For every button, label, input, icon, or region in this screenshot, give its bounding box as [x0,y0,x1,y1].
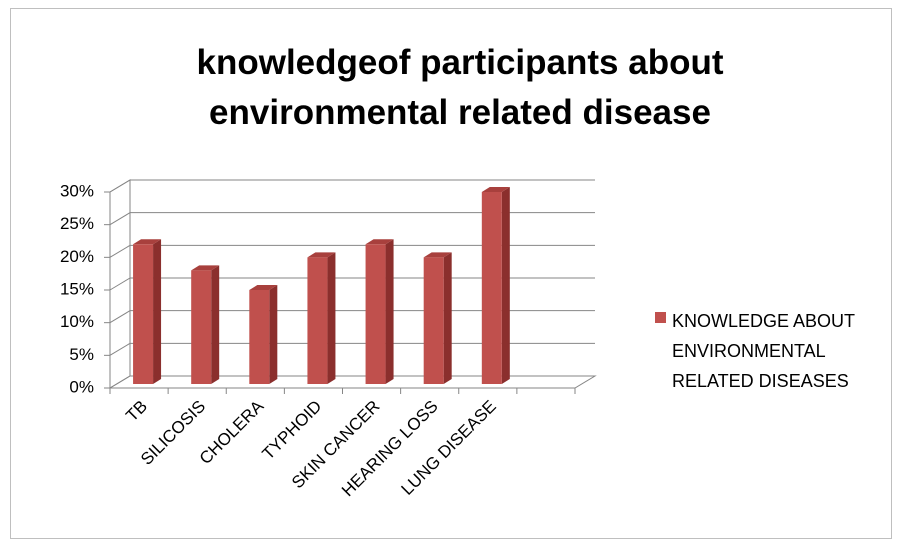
grid-line [109,342,595,356]
bar [481,187,510,384]
x-tick-label: TB [122,397,151,426]
bar-top [191,265,220,271]
bar-top [365,239,394,245]
bar-top [249,285,278,290]
grid-line [109,375,595,389]
x-tick-label: CHOLERA [196,396,268,468]
bar [423,252,452,384]
bar-side [211,265,220,384]
bar-side [443,252,452,384]
grid-line [109,179,595,193]
legend-label: KNOWLEDGE ABOUT ENVIRONMENTAL RELATED DI… [672,311,855,391]
bar-top [133,239,162,245]
y-tick-label: 0% [69,377,94,396]
bar [133,239,162,384]
bar [365,239,394,384]
grid-line [109,212,595,226]
bar [307,252,336,384]
bar [249,285,278,384]
bar-front [365,244,386,384]
bar-top [307,252,336,258]
y-tick-label: 15% [60,279,94,298]
bar-front [249,290,270,384]
grid-line [109,310,595,324]
bar-side [385,239,394,384]
bar [191,265,220,384]
grid-line [109,277,595,291]
floor [108,375,597,389]
bar-front [133,244,154,384]
chart-frame [10,8,892,539]
y-tick-label: 10% [60,312,94,331]
y-tick-label: 25% [60,214,94,233]
y-tick-label: 30% [60,181,94,200]
bar-front [307,257,328,384]
chart-title: knowledgeof participants about environme… [196,43,724,132]
bar-side [153,239,162,384]
bar-side [501,187,510,384]
y-tick-label: 20% [60,247,94,266]
bar-side [269,285,278,384]
bar-front [423,257,444,384]
grid-line [109,244,595,258]
bar-top [481,187,510,192]
bar-front [191,270,212,384]
bar-front [481,192,502,384]
legend-key [655,312,666,323]
bar-top [423,252,452,258]
bar-side [327,252,336,384]
y-tick-label: 5% [69,345,94,364]
